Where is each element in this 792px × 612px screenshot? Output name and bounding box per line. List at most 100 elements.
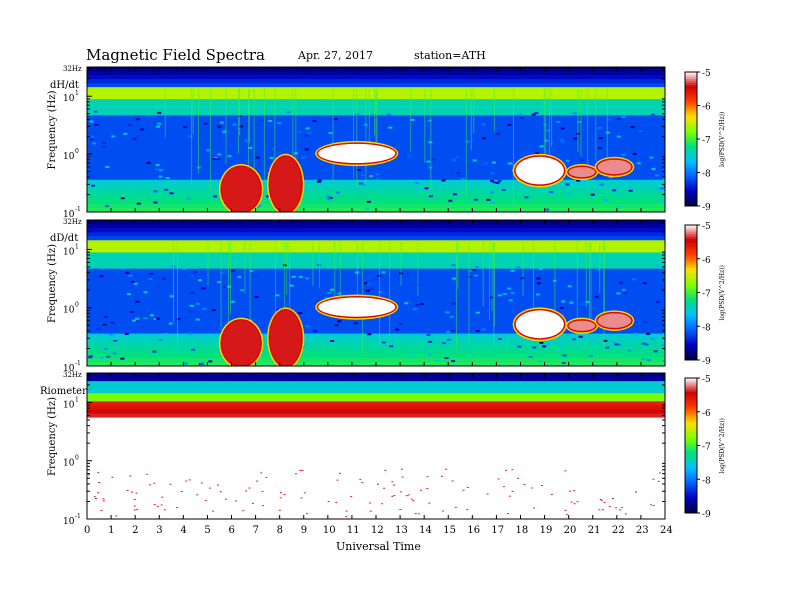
colorbar-swatch [685, 481, 697, 485]
noise-speck [538, 268, 543, 271]
colorbar-tick-label: -5 [702, 69, 711, 79]
noise-speck [188, 135, 193, 138]
colorbar-swatch [685, 238, 697, 242]
y-axis-label: Frequency (Hz) [47, 244, 58, 323]
colorbar-swatch [685, 344, 697, 347]
noise-speck [228, 144, 233, 147]
noise-speck [359, 478, 362, 480]
colorbar-swatch [685, 134, 697, 138]
colorbar-swatch [685, 252, 697, 255]
noise-speck [202, 307, 207, 310]
noise-speck [222, 285, 227, 288]
noise-speck [619, 509, 622, 511]
noise-speck [426, 487, 429, 489]
colorbar-tick-label: -8 [702, 323, 711, 333]
noise-speck [410, 118, 415, 121]
noise-speck [524, 196, 529, 199]
noise-speck [407, 154, 412, 157]
noise-speck [627, 349, 632, 352]
noise-speck [510, 269, 515, 272]
spectral-band [87, 494, 665, 500]
noise-speck [242, 510, 245, 512]
noise-speck [536, 282, 541, 285]
noise-speck [275, 294, 280, 297]
noise-speck [168, 322, 173, 325]
colorbar-swatch [685, 145, 697, 149]
noise-speck [153, 201, 158, 204]
colorbar-swatch [685, 123, 697, 127]
spectral-band [87, 228, 665, 233]
y-tick-exponent: 1 [75, 396, 79, 403]
colorbar-swatch [685, 176, 697, 180]
noise-streak [482, 241, 484, 307]
colorbar-swatch [685, 409, 697, 413]
noise-speck [573, 137, 578, 140]
noise-speck [161, 277, 166, 280]
noise-speck [393, 494, 396, 496]
colorbar-swatch [685, 85, 697, 89]
colorbar-swatch [685, 89, 697, 93]
spectral-band [87, 280, 665, 286]
colorbar-swatch [685, 292, 697, 296]
noise-speck [616, 135, 621, 138]
noise-streak [543, 88, 545, 179]
spectral-band [87, 478, 665, 484]
spectral-band [87, 232, 665, 237]
colorbar-swatch [685, 497, 697, 500]
noise-speck [565, 159, 570, 162]
noise-speck [129, 475, 132, 477]
event-core [221, 166, 261, 212]
noise-speck [408, 354, 413, 357]
noise-speck [468, 275, 473, 278]
noise-streak [253, 88, 255, 175]
noise-streak [489, 241, 491, 320]
noise-speck [621, 288, 626, 291]
spectral-band [87, 167, 665, 173]
noise-speck [201, 287, 206, 290]
noise-speck [579, 303, 584, 306]
noise-streak [470, 88, 472, 151]
noise-speck [157, 284, 162, 287]
spectral-band [87, 191, 665, 197]
colorbar-swatch [685, 274, 697, 278]
noise-speck [158, 339, 163, 342]
spectral-band [87, 244, 665, 249]
noise-streak [522, 241, 524, 296]
noise-speck [248, 487, 251, 489]
x-tick-label: 1 [108, 525, 114, 536]
colorbar-swatch [685, 339, 697, 343]
noise-speck [647, 357, 652, 360]
noise-speck [594, 295, 599, 298]
noise-speck [155, 164, 160, 167]
noise-speck [516, 266, 521, 269]
spectral-band [87, 75, 665, 80]
colorbar-swatch [685, 337, 697, 341]
colorbar-swatch [685, 405, 697, 408]
noise-speck [212, 157, 217, 160]
noise-speck [641, 342, 646, 345]
noise-speck [216, 484, 219, 486]
noise-speck [164, 333, 169, 336]
colorbar-swatch [685, 346, 697, 350]
noise-speck [544, 139, 549, 142]
noise-speck [657, 480, 660, 482]
noise-speck [196, 494, 199, 496]
noise-speck [497, 316, 502, 319]
noise-speck [508, 495, 511, 497]
noise-speck [461, 158, 466, 161]
noise-speck [244, 139, 249, 142]
noise-speck [377, 483, 380, 485]
colorbar-swatch [685, 276, 697, 280]
noise-speck [476, 307, 481, 310]
spectral-band [87, 341, 665, 347]
colorbar-swatch [685, 459, 697, 462]
noise-speck [567, 285, 572, 288]
noise-speck [573, 490, 576, 492]
noise-speck [139, 326, 144, 329]
noise-streak [209, 88, 211, 191]
colorbar-swatch [685, 506, 697, 509]
noise-speck [124, 333, 129, 336]
noise-speck [90, 138, 95, 141]
x-tick-label: 3 [156, 525, 162, 536]
noise-speck [188, 479, 191, 481]
